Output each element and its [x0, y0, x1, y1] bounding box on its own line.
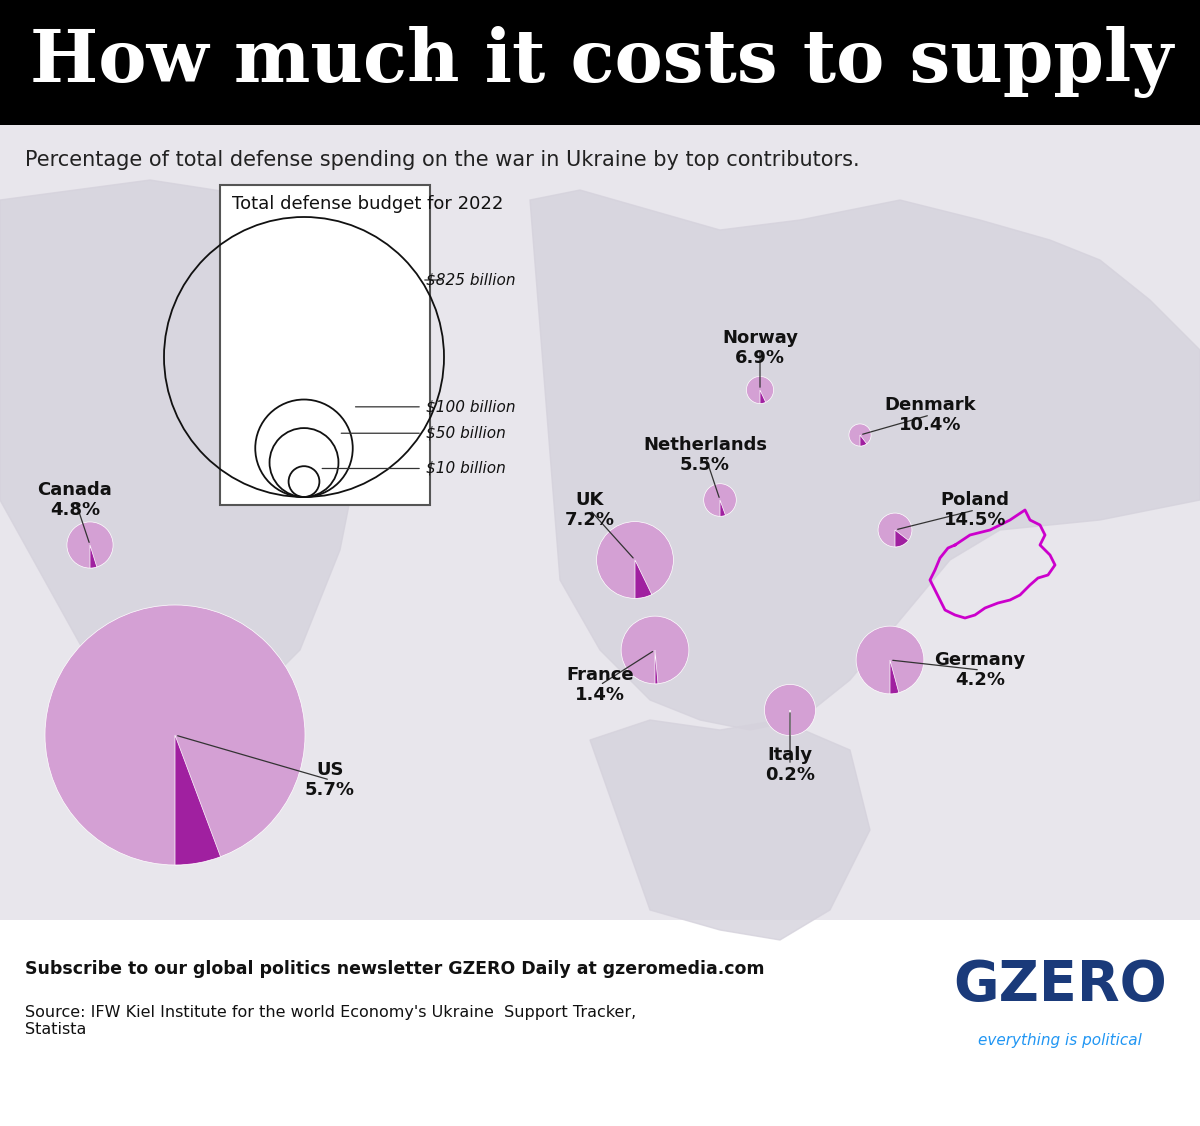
- Wedge shape: [860, 435, 866, 446]
- Text: France
1.4%: France 1.4%: [566, 665, 634, 705]
- Bar: [0, 920, 1200, 1126]
- Text: Denmark
10.4%: Denmark 10.4%: [884, 395, 976, 435]
- Wedge shape: [90, 545, 97, 569]
- Wedge shape: [655, 650, 658, 683]
- Wedge shape: [760, 390, 766, 403]
- Polygon shape: [530, 190, 1200, 730]
- Circle shape: [622, 616, 689, 683]
- Text: Subscribe to our global politics newsletter GZERO Daily at gzeromedia.com: Subscribe to our global politics newslet…: [25, 960, 764, 978]
- Text: Source: IFW Kiel Institute for the world Economy's Ukraine  Support Tracker,
Sta: Source: IFW Kiel Institute for the world…: [25, 1006, 636, 1037]
- Circle shape: [703, 484, 737, 517]
- Wedge shape: [720, 500, 726, 517]
- Text: Poland
14.5%: Poland 14.5%: [941, 491, 1009, 529]
- Text: GZERO: GZERO: [953, 958, 1166, 1012]
- Text: Italy
0.2%: Italy 0.2%: [766, 745, 815, 785]
- Wedge shape: [890, 660, 899, 694]
- Circle shape: [596, 521, 673, 598]
- Text: $50 billion: $50 billion: [426, 426, 505, 440]
- Text: $100 billion: $100 billion: [426, 400, 516, 414]
- Text: $10 billion: $10 billion: [426, 461, 505, 476]
- Circle shape: [878, 513, 912, 547]
- Circle shape: [746, 376, 774, 403]
- Text: Total defense budget for 2022: Total defense budget for 2022: [232, 195, 503, 213]
- Bar: [0, 125, 1200, 920]
- Bar: [0, 0, 1200, 125]
- Text: Percentage of total defense spending on the war in Ukraine by top contributors.: Percentage of total defense spending on …: [25, 150, 859, 170]
- Circle shape: [848, 423, 871, 446]
- Polygon shape: [0, 180, 370, 720]
- Circle shape: [856, 626, 924, 694]
- Text: US
5.7%: US 5.7%: [305, 760, 355, 799]
- Text: How much it costs to supply Ukraine: How much it costs to supply Ukraine: [30, 26, 1200, 98]
- Circle shape: [67, 522, 113, 569]
- Text: $825 billion: $825 billion: [426, 272, 516, 287]
- Text: Canada
4.8%: Canada 4.8%: [37, 481, 113, 519]
- Bar: [220, 185, 430, 504]
- Text: UK
7.2%: UK 7.2%: [565, 491, 616, 529]
- Polygon shape: [590, 720, 870, 940]
- Wedge shape: [175, 735, 221, 865]
- Text: everything is political: everything is political: [978, 1033, 1142, 1047]
- Text: Netherlands
5.5%: Netherlands 5.5%: [643, 436, 767, 474]
- Circle shape: [46, 605, 305, 865]
- Text: Germany
4.2%: Germany 4.2%: [935, 651, 1026, 689]
- Wedge shape: [895, 530, 908, 547]
- Circle shape: [764, 685, 816, 735]
- Wedge shape: [635, 560, 652, 598]
- Text: Norway
6.9%: Norway 6.9%: [722, 329, 798, 367]
